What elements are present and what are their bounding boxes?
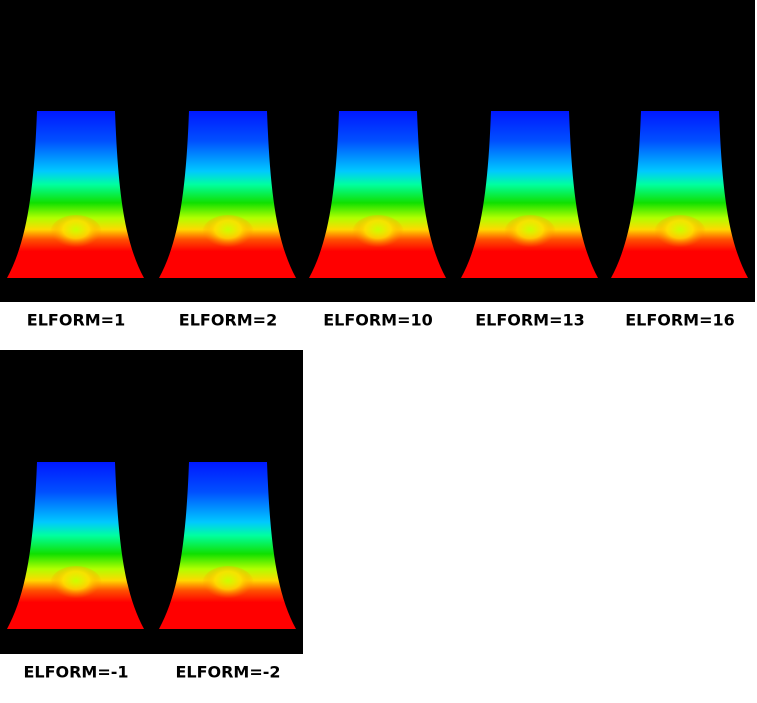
plot-label: ELFORM=-1	[23, 663, 128, 682]
plot-label: ELFORM=13	[475, 311, 585, 330]
fringe-bump	[352, 215, 404, 251]
plot-label: ELFORM=2	[179, 311, 277, 330]
fringe-bump	[50, 215, 102, 251]
fringe-plot	[7, 111, 144, 278]
fringe-bump	[504, 215, 556, 251]
plot-label: ELFORM=10	[323, 311, 433, 330]
fringe-bump	[50, 566, 102, 602]
plot-label: ELFORM=-2	[175, 663, 280, 682]
fringe-plot	[7, 462, 144, 629]
plot-label: ELFORM=1	[27, 311, 125, 330]
fringe-bump	[654, 215, 706, 251]
fringe-plot	[309, 111, 446, 278]
fringe-plot	[159, 462, 296, 629]
plot-label: ELFORM=16	[625, 311, 735, 330]
fringe-bump	[202, 566, 254, 602]
fringe-plot	[461, 111, 598, 278]
fringe-plot	[611, 111, 748, 278]
fringe-bump	[202, 215, 254, 251]
fringe-plot	[159, 111, 296, 278]
